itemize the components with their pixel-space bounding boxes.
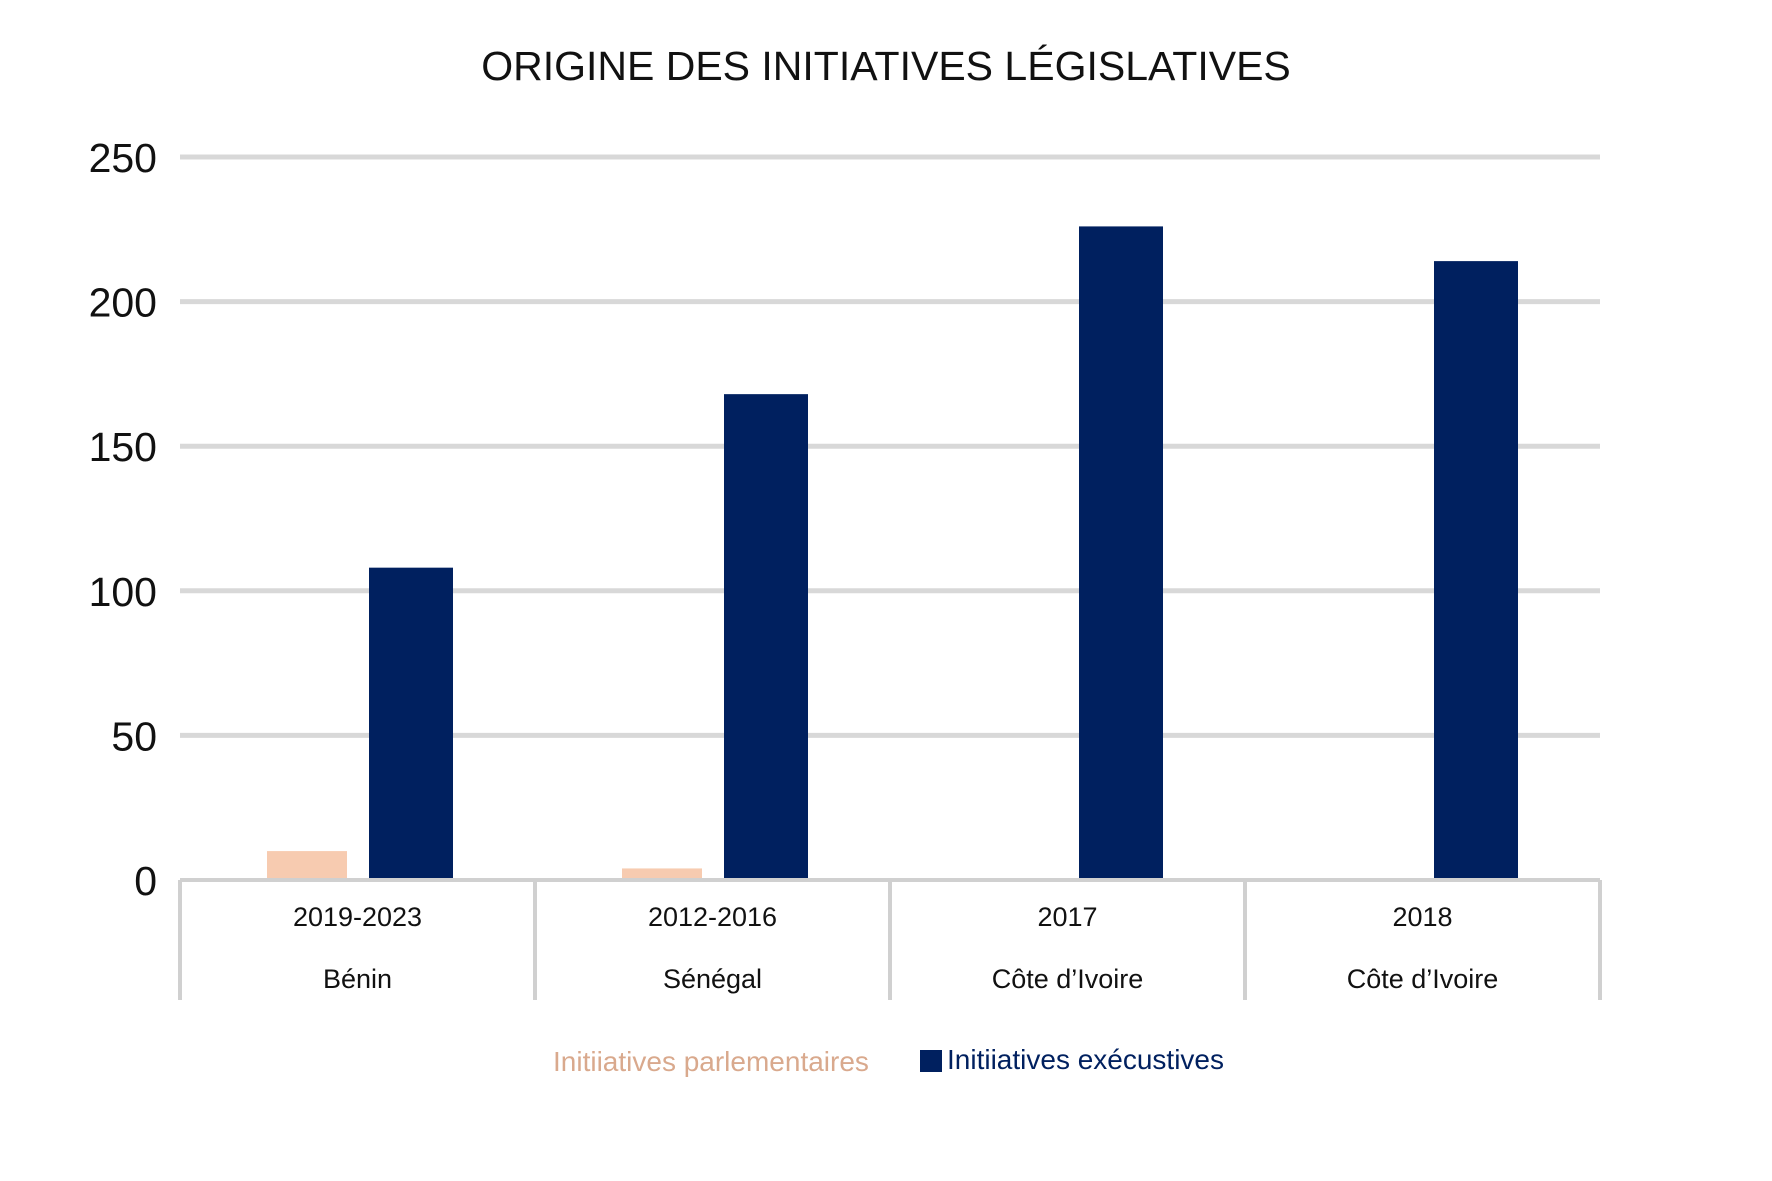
x-category-country: Côte d’Ivoire [1347, 964, 1499, 994]
legend: Initiiatives parlementaires Initiiatives … [553, 1044, 1224, 1077]
bar-executives-1 [724, 394, 808, 880]
y-axis-ticks: 0 50 100 150 200 250 [89, 135, 157, 904]
x-axis-labels: 2019-2023 Bénin 2012-2016 Sénégal 2017 Côte d… [293, 902, 1498, 994]
legend-swatch-executives [920, 1050, 942, 1072]
x-category-country: Bénin [323, 964, 392, 994]
x-category-year: 2019-2023 [293, 902, 422, 932]
y-tick-label: 150 [89, 424, 157, 470]
legend-label-parlementaires: Initiiatives parlementaires [553, 1046, 869, 1077]
bar-parlementaires-1 [622, 868, 702, 880]
bar-executives-0 [369, 567, 453, 880]
bar-executives-3 [1434, 261, 1518, 880]
y-tick-label: 0 [134, 858, 157, 904]
legend-label-executives: Initiiatives exécustives [947, 1044, 1224, 1075]
y-tick-label: 50 [111, 713, 157, 759]
chart-title: ORIGINE DES INITIATIVES LÉGISLATIVES [481, 43, 1291, 89]
bars [267, 226, 1518, 880]
x-category-year: 2017 [1037, 902, 1097, 932]
bar-executives-2 [1079, 226, 1163, 880]
x-category-year: 2018 [1392, 902, 1452, 932]
bar-parlementaires-0 [267, 851, 347, 880]
x-axis [178, 878, 1602, 1000]
y-tick-label: 200 [89, 280, 157, 326]
x-category-country: Côte d’Ivoire [992, 964, 1144, 994]
x-category-year: 2012-2016 [648, 902, 777, 932]
y-tick-label: 100 [89, 569, 157, 615]
y-tick-label: 250 [89, 135, 157, 181]
x-category-country: Sénégal [663, 964, 762, 994]
